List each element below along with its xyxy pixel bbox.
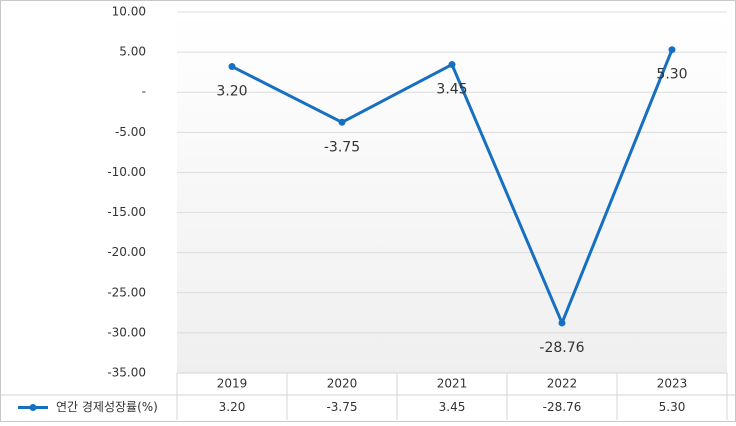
y-tick-label: 5.00 bbox=[119, 45, 146, 59]
data-label: 3.45 bbox=[436, 82, 467, 98]
data-label: -28.76 bbox=[539, 340, 584, 356]
x-tick-label: 2020 bbox=[327, 377, 358, 391]
y-tick-label: -30.00 bbox=[107, 325, 146, 339]
legend-marker bbox=[29, 404, 37, 411]
table-value: 3.20 bbox=[219, 400, 246, 414]
data-label: 3.20 bbox=[216, 84, 247, 100]
point bbox=[338, 118, 346, 126]
y-tick-label: -5.00 bbox=[115, 125, 146, 139]
y-tick-label: -10.00 bbox=[107, 165, 146, 179]
table-value: -3.75 bbox=[326, 400, 357, 414]
y-tick-label: -35.00 bbox=[107, 366, 146, 380]
x-tick-label: 2023 bbox=[657, 377, 688, 391]
table-value: 3.45 bbox=[439, 400, 466, 414]
x-tick-label: 2022 bbox=[547, 377, 578, 391]
point bbox=[668, 46, 676, 54]
data-label: -3.75 bbox=[324, 139, 360, 155]
y-tick-label: -25.00 bbox=[107, 285, 146, 299]
y-tick-label: -15.00 bbox=[107, 205, 146, 219]
plot-area bbox=[177, 12, 727, 373]
point bbox=[448, 61, 456, 69]
table-value: -28.76 bbox=[543, 400, 582, 414]
x-tick-label: 2019 bbox=[217, 377, 248, 391]
point bbox=[558, 319, 566, 327]
y-tick-label: -20.00 bbox=[107, 245, 146, 259]
legend-label: 연간 경제성장률(%) bbox=[56, 400, 158, 414]
x-tick-label: 2021 bbox=[437, 377, 468, 391]
data-label: 5.30 bbox=[656, 67, 687, 83]
point bbox=[228, 63, 236, 71]
table-value: 5.30 bbox=[659, 400, 686, 414]
y-tick-label: 10.00 bbox=[112, 5, 146, 19]
y-tick-label: - bbox=[142, 85, 146, 99]
